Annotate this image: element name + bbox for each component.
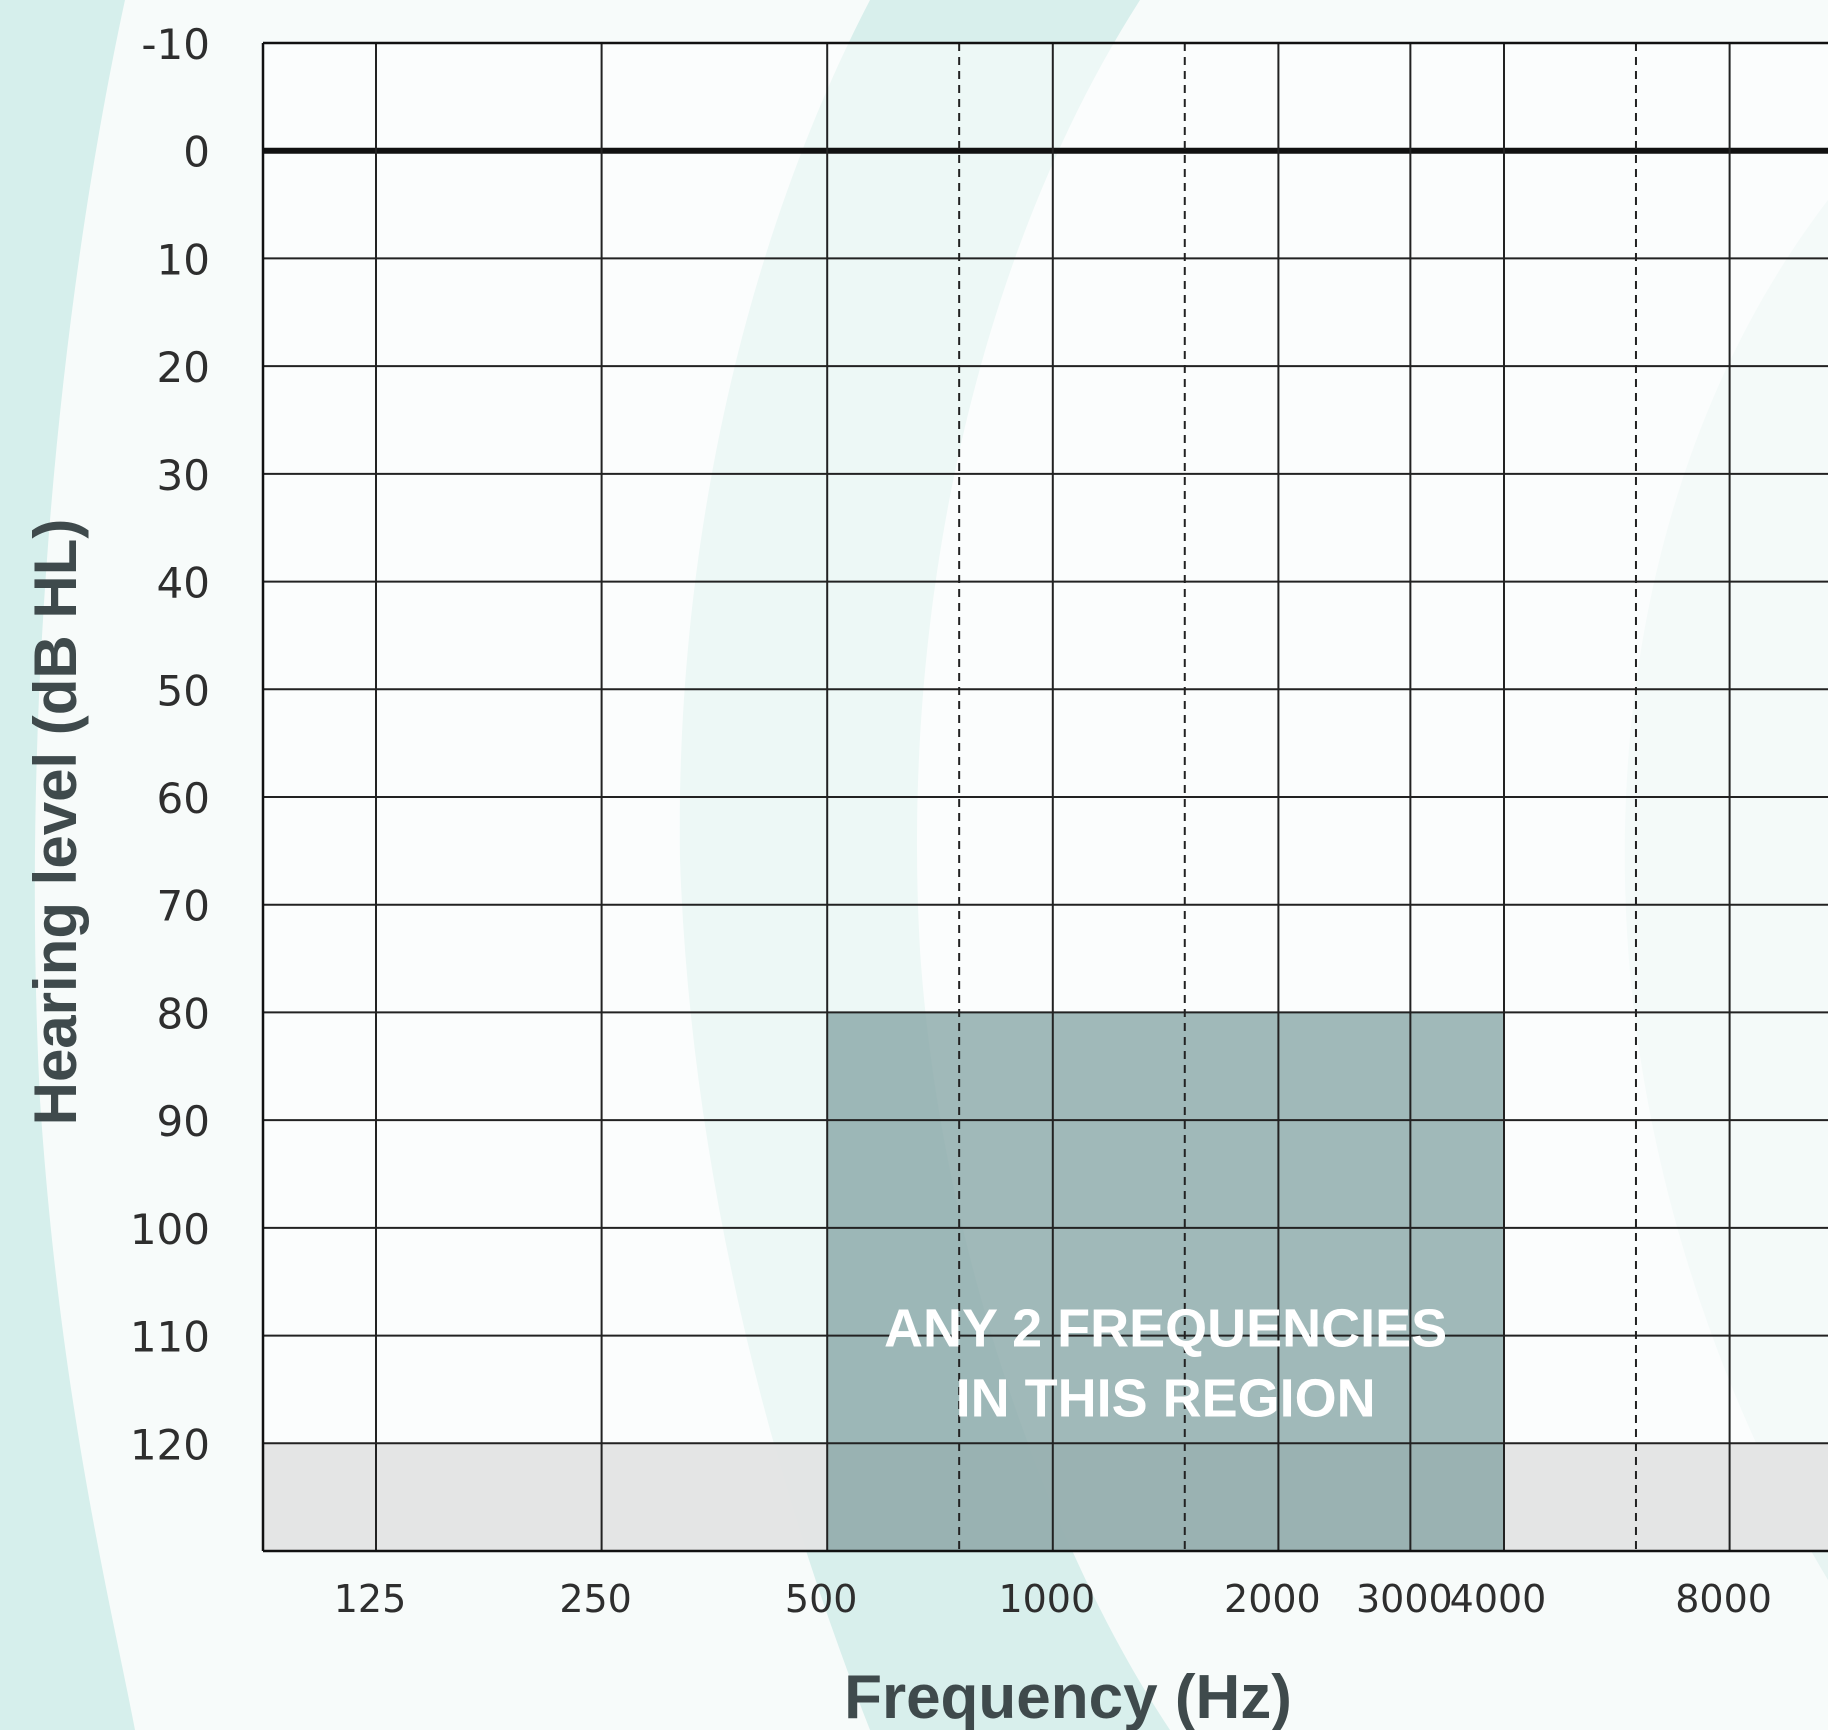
y-tick-label: 70 bbox=[157, 882, 210, 931]
y-tick-label: 120 bbox=[130, 1420, 210, 1469]
y-axis-title: Hearing level (dB HL) bbox=[22, 519, 89, 1126]
y-tick-label: 80 bbox=[157, 989, 210, 1038]
x-tick-label: 3000 bbox=[1356, 1577, 1453, 1621]
x-tick-label: 8000 bbox=[1675, 1577, 1772, 1621]
x-tick-label: 500 bbox=[785, 1577, 858, 1621]
x-axis-title: Frequency (Hz) bbox=[844, 1663, 1292, 1730]
y-tick-label: 40 bbox=[157, 559, 210, 608]
y-tick-label: 30 bbox=[157, 451, 210, 500]
y-tick-label: 100 bbox=[130, 1205, 210, 1254]
region-label-line: ANY 2 FREQUENCIES bbox=[884, 1298, 1447, 1358]
y-tick-label: 110 bbox=[130, 1313, 210, 1362]
x-tick-label: 2000 bbox=[1224, 1577, 1321, 1621]
y-tick-label: 50 bbox=[157, 666, 210, 715]
y-tick-label: 90 bbox=[157, 1097, 210, 1146]
x-tick-label: 250 bbox=[559, 1577, 632, 1621]
y-tick-label: 10 bbox=[157, 235, 210, 284]
y-tick-label: -10 bbox=[141, 20, 210, 69]
x-tick-label: 4000 bbox=[1450, 1577, 1547, 1621]
region-label-line: IN THIS REGION bbox=[956, 1368, 1376, 1428]
y-tick-label: 60 bbox=[157, 774, 210, 823]
chart-labels: Frequency (Hz) Hearing level (dB HL) -10… bbox=[22, 20, 1772, 1730]
x-tick-label: 1000 bbox=[998, 1577, 1095, 1621]
y-tick-label: 0 bbox=[183, 128, 210, 177]
x-tick-label: 125 bbox=[334, 1577, 407, 1621]
highlight-region bbox=[827, 1012, 1504, 1551]
y-tick-label: 20 bbox=[157, 343, 210, 392]
plot-area: ANY 2 FREQUENCIES IN THIS REGION bbox=[261, 41, 1828, 1553]
